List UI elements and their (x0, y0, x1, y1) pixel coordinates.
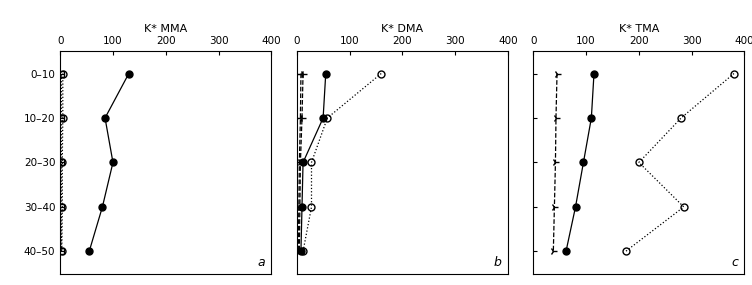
Text: b: b (494, 256, 502, 269)
X-axis label: K* DMA: K* DMA (381, 24, 423, 34)
Text: c: c (731, 256, 738, 269)
X-axis label: K* TMA: K* TMA (619, 24, 659, 34)
X-axis label: K* MMA: K* MMA (144, 24, 187, 34)
Text: a: a (257, 256, 265, 269)
